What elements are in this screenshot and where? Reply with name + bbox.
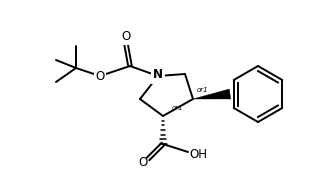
Text: OH: OH [189,148,207,161]
Polygon shape [193,89,231,99]
Text: O: O [95,70,105,83]
Text: or1: or1 [172,105,183,111]
Text: or1: or1 [197,87,209,93]
Text: N: N [153,68,163,81]
Text: O: O [121,30,131,43]
Text: O: O [138,156,148,169]
